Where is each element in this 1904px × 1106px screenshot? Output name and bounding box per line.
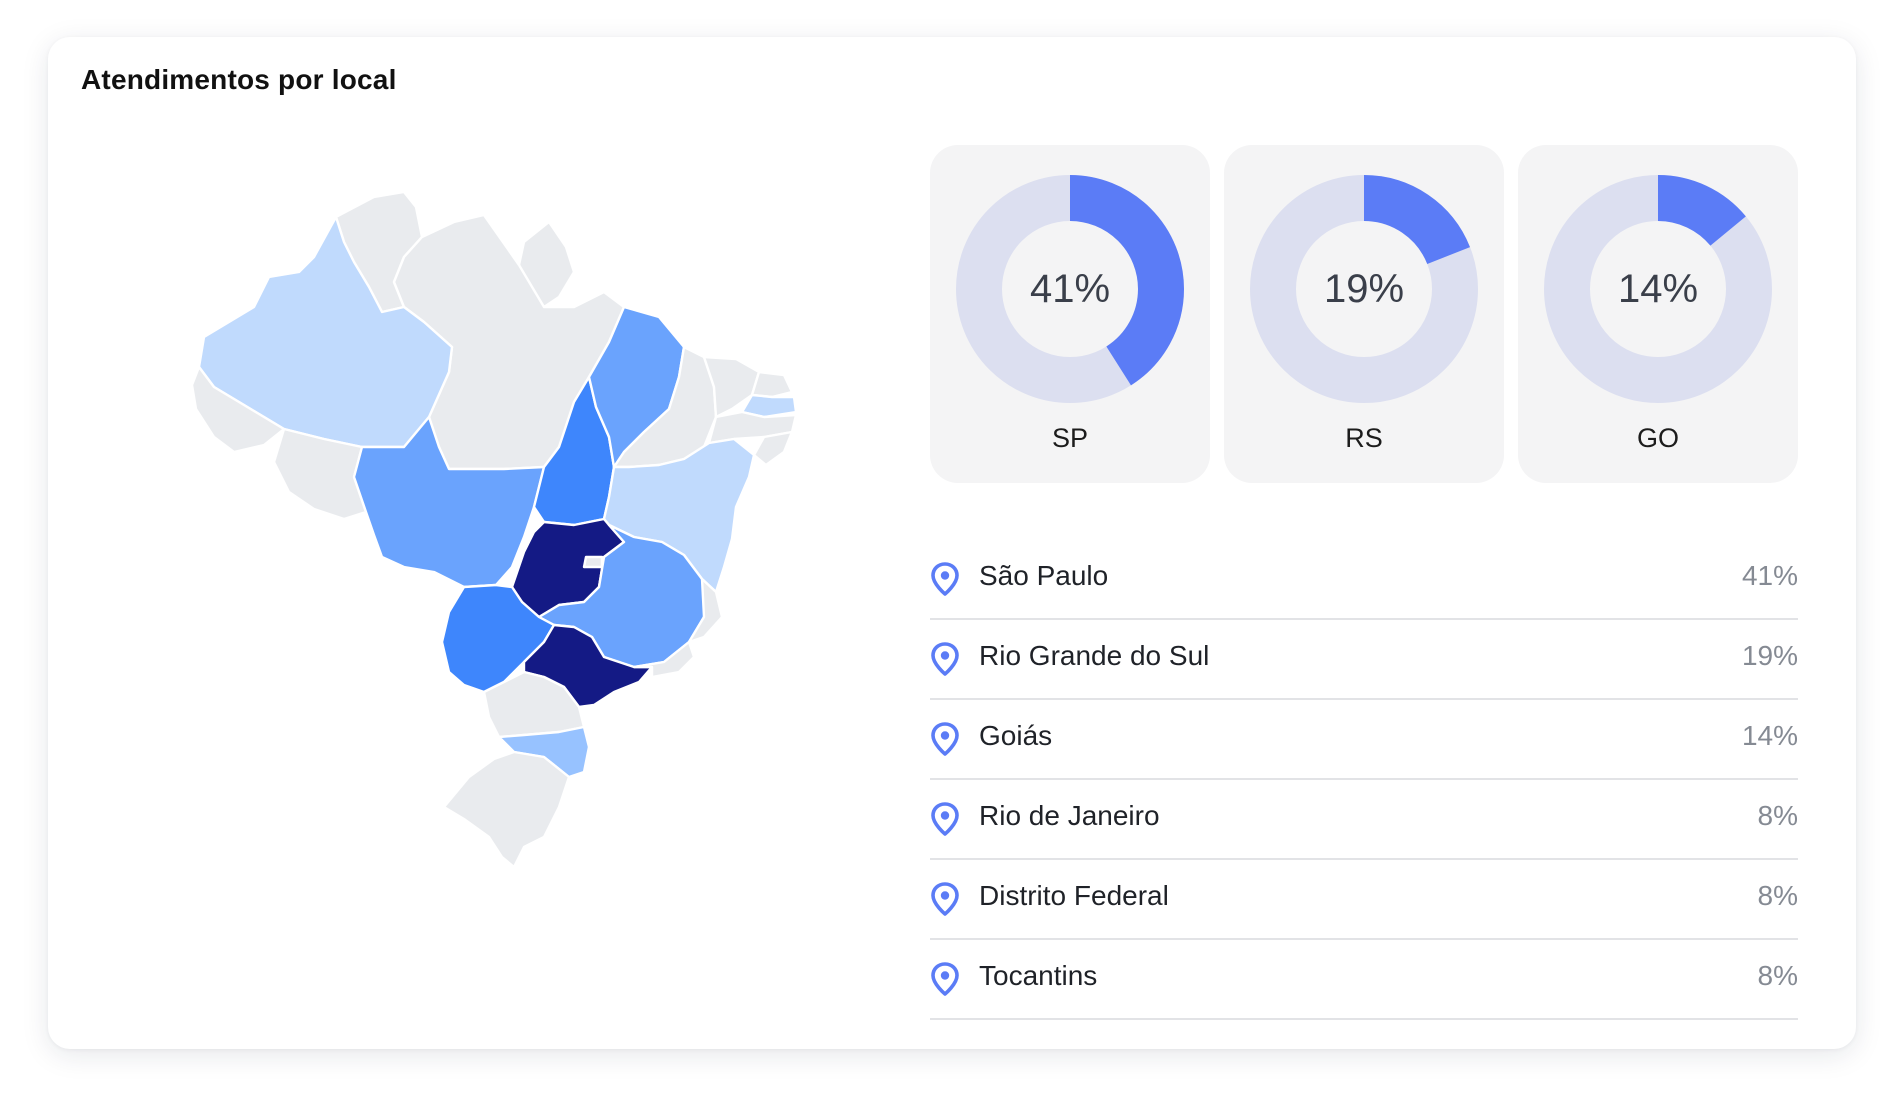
donut-card-rs[interactable]: 19% RS [1224,145,1504,483]
state-ro[interactable] [272,427,368,521]
map-pin-icon [931,962,959,996]
state-ac[interactable] [190,365,286,454]
donut-arc-rs [1250,175,1478,403]
donut-chart-rs [1250,175,1478,403]
donut-percent-sp: 41% [1029,267,1111,311]
location-value: 8% [1757,960,1798,991]
list-item[interactable]: São Paulo 41% [930,540,1798,620]
map-pin-icon [931,802,959,836]
state-es[interactable] [687,577,724,644]
state-pr[interactable] [482,670,586,739]
location-value: 19% [1741,640,1798,671]
donut-chart-sp [956,175,1184,403]
state-sp[interactable] [522,623,654,709]
map-pin-icon [931,562,959,596]
location-name: Rio de Janeiro [979,800,1160,831]
list-item[interactable]: Rio de Janeiro 8% [930,780,1798,860]
state-rs[interactable] [442,750,571,869]
brazil-map-svg [190,190,798,869]
donut-chart-go [1544,175,1772,403]
location-name: São Paulo [979,560,1109,591]
list-item[interactable]: Goiás 14% [930,700,1798,780]
location-value: 8% [1757,800,1798,831]
map-pin-icon [931,882,959,916]
location-name: Rio Grande do Sul [979,640,1210,671]
locations-card: Atendimentos por local [48,37,1856,1049]
state-ce[interactable] [702,355,761,419]
location-name: Goiás [979,720,1053,751]
list-item[interactable]: Tocantins 8% [930,940,1798,1020]
location-value: 14% [1741,720,1798,751]
state-rj[interactable] [632,640,696,679]
donut-percent-go: 14% [1617,267,1699,311]
state-df[interactable] [582,555,604,569]
state-rn[interactable] [750,370,794,399]
donut-card-sp[interactable]: 41% SP [930,145,1210,483]
list-item[interactable]: Rio Grande do Sul 19% [930,620,1798,700]
donut-label-sp: SP [1051,423,1089,453]
location-name: Tocantins [979,960,1098,991]
list-item[interactable]: Distrito Federal 8% [930,860,1798,940]
donut-cards: 41% SP 19% RS 14% GO [930,145,1798,485]
brazil-map [104,147,904,927]
location-list: São Paulo 41% Rio Grande do Sul 19% Goiá… [930,540,1798,1020]
map-pin-icon [931,642,959,676]
donut-label-go: GO [1636,423,1679,453]
state-al-se[interactable] [752,430,794,467]
location-value: 8% [1757,880,1798,911]
donut-label-rs: RS [1345,423,1383,453]
card-title: Atendimentos por local [81,64,397,95]
donut-card-go[interactable]: 14% GO [1518,145,1798,483]
state-mt[interactable] [352,415,546,589]
location-value: 41% [1741,560,1798,591]
donut-percent-rs: 19% [1323,267,1405,311]
donut-arc-go [1544,175,1772,403]
donut-arc-sp [956,175,1184,403]
map-pin-icon [931,722,959,756]
location-name: Distrito Federal [979,880,1169,911]
